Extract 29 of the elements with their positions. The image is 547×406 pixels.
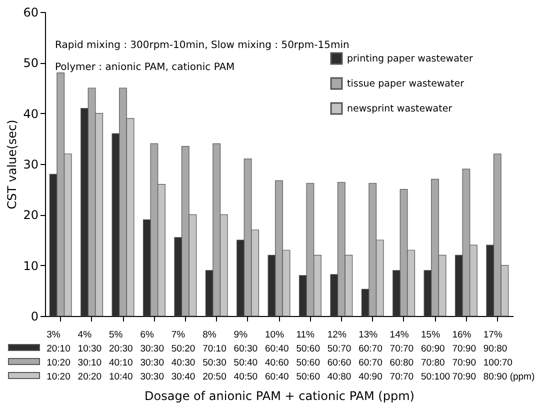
x-tick-label: 6% 30:30 30:30 30:30: [140, 330, 164, 382]
x-tick-label: 3% 20:10 10:20 10:20: [46, 330, 70, 382]
y-tick-label: 0: [30, 310, 38, 324]
x-axis-title: Dosage of anionic PAM + cationic PAM (ppm): [144, 389, 414, 403]
x-tick-label: 11% 50:60 50:60 50:60: [296, 330, 320, 382]
y-tick-label: 30: [23, 158, 38, 172]
y-tick-label: 50: [23, 56, 38, 70]
y-tick-label: 10: [23, 258, 38, 273]
legend-label: newsprint wastewater: [347, 104, 452, 114]
y-axis-title: CST value(sec): [5, 120, 20, 210]
x-tick-label: 13% 60:70 60:70 40:90: [358, 330, 382, 382]
annotation: Rapid mixing : 300rpm-10min, Slow mixing : 50rpm-15min: [55, 40, 350, 51]
legend-label: printing paper wastewater: [347, 54, 473, 64]
y-tick-label: 60: [23, 6, 38, 20]
x-tick-label: 14% 70:70 60:80 70:70: [390, 330, 414, 382]
x-tick-label: 12% 50:70 60:60 40:80: [327, 330, 352, 382]
x-tick-label: 15% 60:90 70:80 50:100: [421, 330, 450, 382]
x-tick-label: 4% 10:30 30:10 20:20: [78, 330, 102, 382]
legend-label: tissue paper wastewater: [347, 78, 464, 90]
x-tick-label: 10% 60:40 40:60 60:40: [265, 330, 289, 382]
x-tick-label: 5% 20:30 40:10 10:40: [109, 330, 133, 382]
y-tick-label: 20: [23, 208, 38, 222]
x-tick-label: 8% 70:10 50:30 20:50: [202, 330, 226, 382]
x-tick-label: 17% 90:80 100:70 80:90 (ppm): [483, 330, 535, 382]
annotation: Polymer : anionic PAM, cationic PAM: [55, 62, 235, 73]
x-tick-label: 9% 60:30 50:40 40:50: [234, 330, 258, 382]
x-tick-label: 16% 70:90 70:90 70:90: [452, 330, 476, 382]
x-tick-label: 7% 50:20 40:30 30:40: [171, 330, 196, 382]
y-tick-label: 40: [23, 106, 38, 121]
